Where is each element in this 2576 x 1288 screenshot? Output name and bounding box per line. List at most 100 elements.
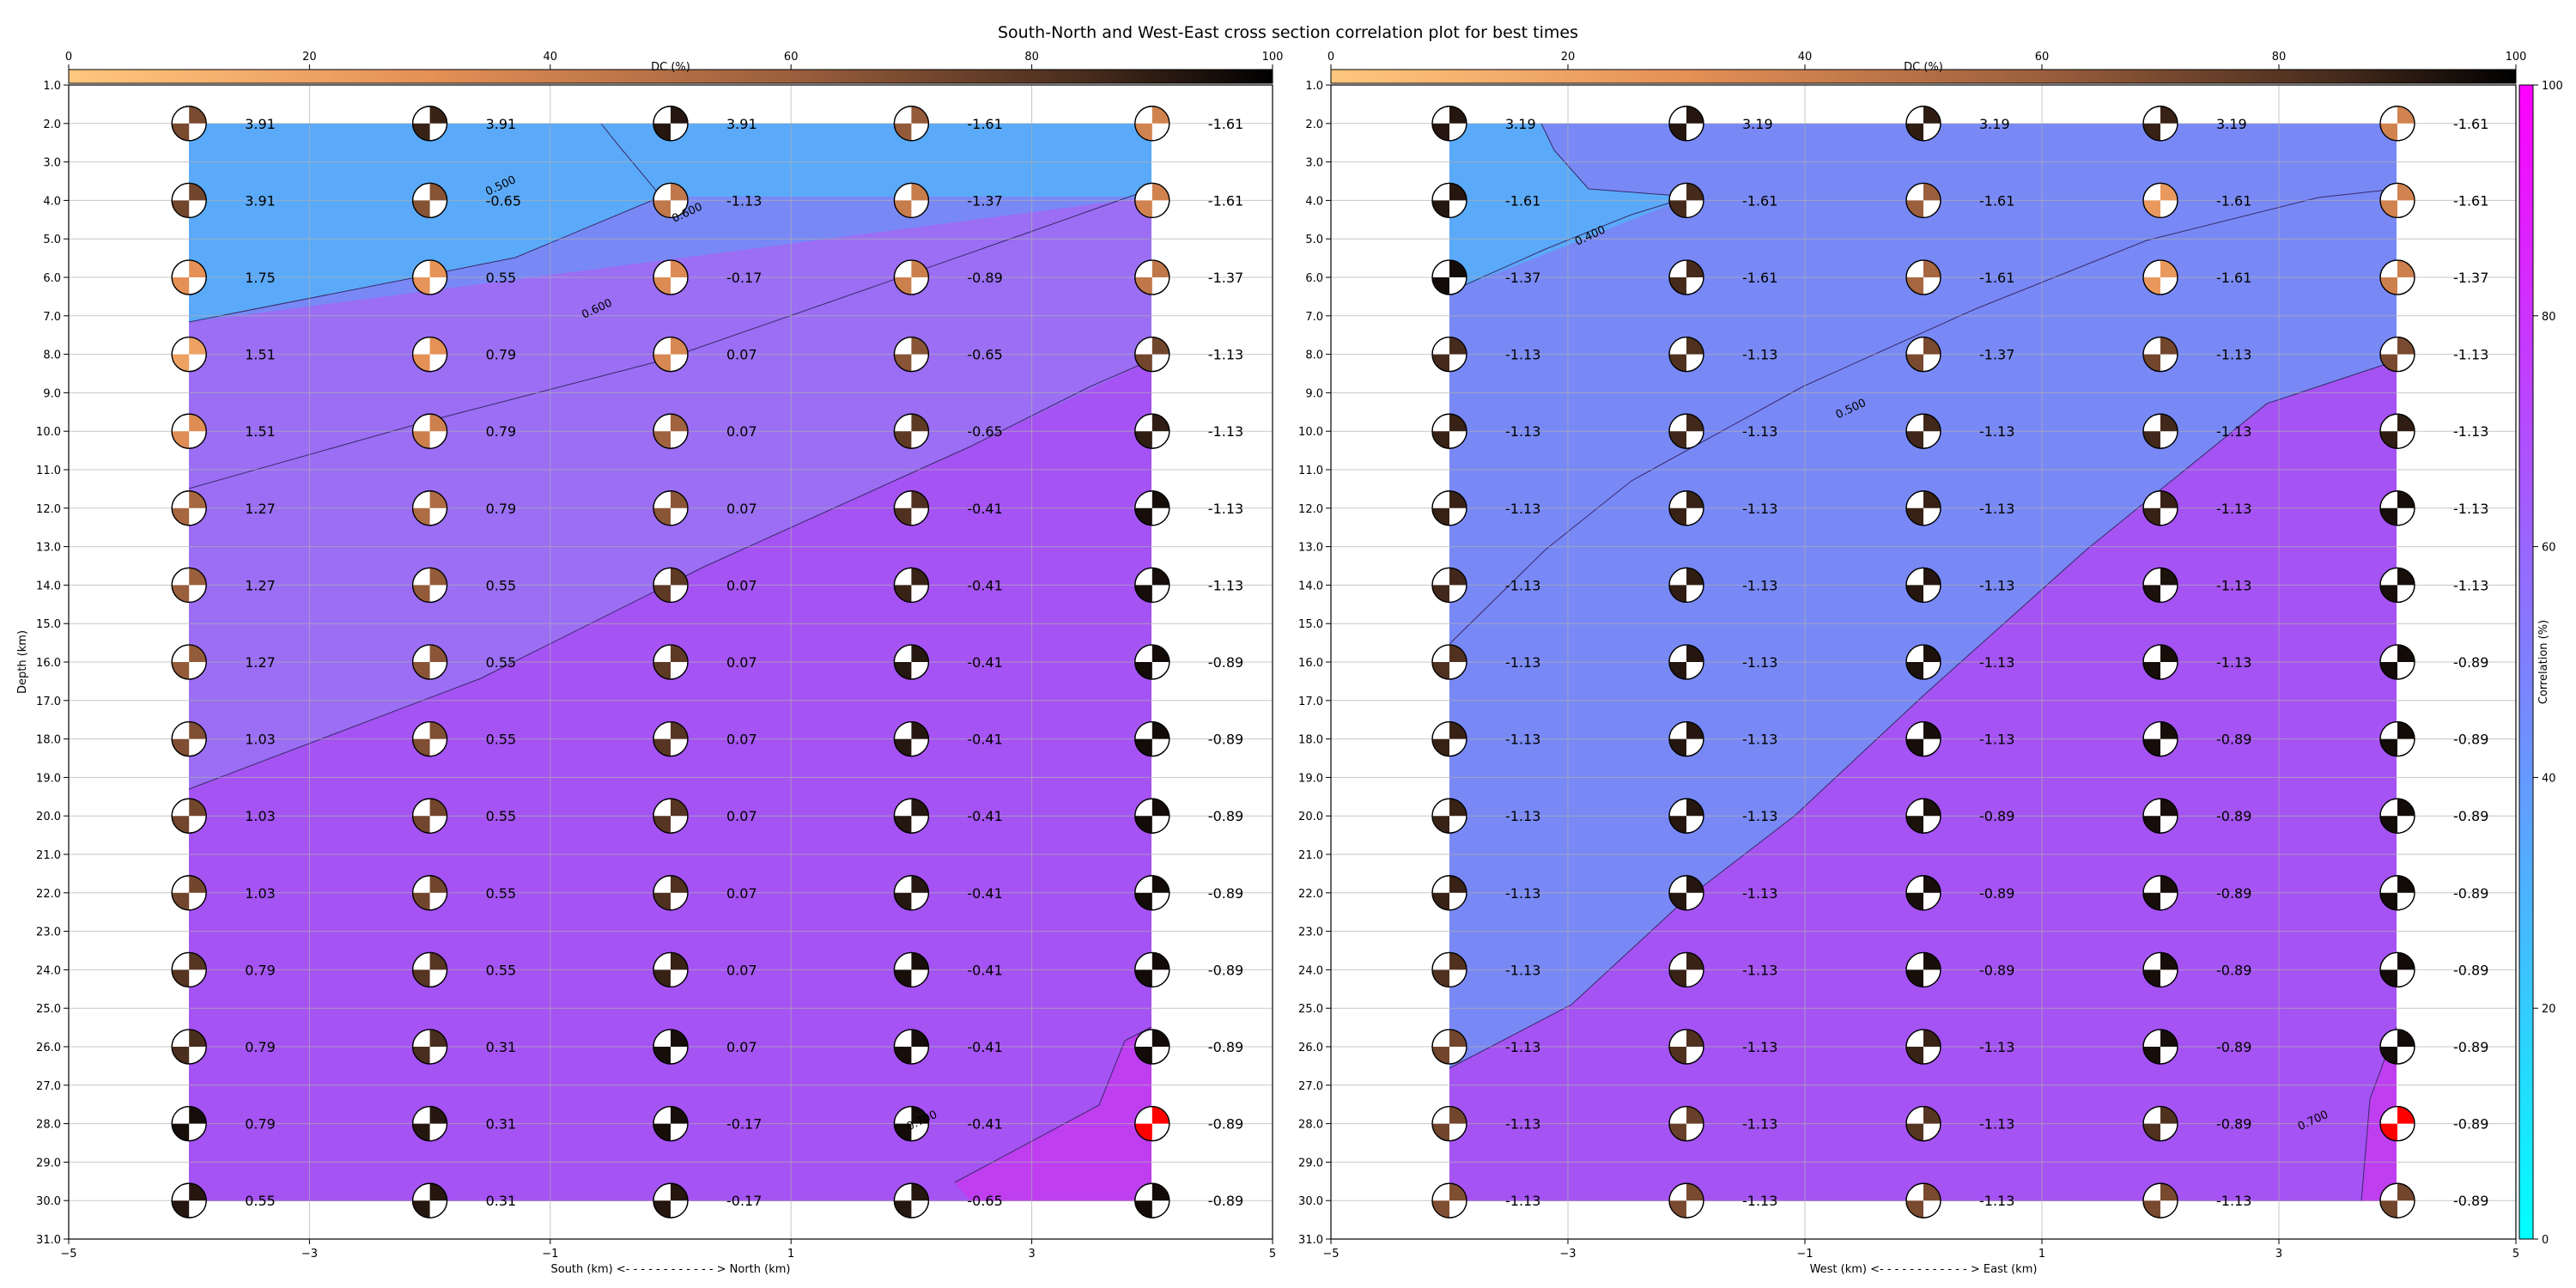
beachball-quadrant <box>1669 816 1686 834</box>
beachball-quadrant <box>911 721 929 739</box>
beachball-rim <box>1431 951 1467 988</box>
beachball-rim <box>1668 182 1704 219</box>
beachball-quadrant <box>429 645 447 662</box>
beachball-quadrant <box>412 354 430 372</box>
time-value-label: 1.75 <box>245 270 276 286</box>
beachball-quadrant <box>671 260 688 277</box>
beachball-rim <box>2379 413 2415 449</box>
beachball <box>1668 106 1704 142</box>
beachball-rim <box>2142 413 2178 449</box>
beachball-rim <box>1431 490 1467 526</box>
beachball-rim <box>653 720 689 757</box>
beachball-rim <box>171 259 207 295</box>
beachball-quadrant <box>172 738 190 756</box>
beachball-rim <box>2142 259 2178 295</box>
beachball <box>2379 567 2415 604</box>
beachball-quadrant <box>1151 490 1170 508</box>
beachball-quadrant <box>1923 799 1941 817</box>
beachball-rim <box>171 1182 207 1218</box>
correlation-colorbar-tick-label: 20 <box>2542 1003 2556 1016</box>
beachball <box>1668 567 1704 604</box>
time-value-label: 1.27 <box>245 501 276 517</box>
beachball <box>893 798 930 834</box>
time-value-label: -1.13 <box>2216 654 2251 671</box>
beachball-quadrant <box>412 892 430 910</box>
beachball-quadrant <box>429 952 447 970</box>
beachball <box>1431 259 1467 295</box>
time-value-label: -0.41 <box>967 654 1002 671</box>
time-value-label: 3.19 <box>1979 116 2010 132</box>
beachball-rim <box>2142 336 2178 373</box>
time-value-label: 0.07 <box>726 808 757 824</box>
time-value-label: -0.89 <box>2453 1116 2488 1133</box>
y-tick-label: 11.0 <box>1298 465 1323 477</box>
beachball-quadrant <box>1432 277 1449 295</box>
beachball <box>1905 1182 1941 1218</box>
beachball <box>653 182 689 219</box>
beachball-rim <box>411 1029 448 1065</box>
time-value-label: -0.89 <box>1208 1193 1243 1209</box>
beachball-quadrant <box>2143 1200 2160 1218</box>
beachball <box>1905 567 1941 604</box>
beachball-quadrant <box>2143 892 2160 910</box>
correlation-region-high <box>955 1027 1151 1201</box>
beachball <box>893 1105 930 1142</box>
beachball-rim <box>1668 1182 1704 1218</box>
beachball <box>171 798 207 834</box>
time-value-label: 1.03 <box>245 885 276 902</box>
beachball-quadrant <box>1432 1123 1449 1141</box>
beachball <box>653 106 689 142</box>
beachball-rim <box>1431 644 1467 680</box>
beachball-rim <box>171 182 207 219</box>
time-value-label: -0.89 <box>1208 732 1243 748</box>
beachball-quadrant <box>894 816 912 834</box>
beachball-quadrant <box>1923 1106 1941 1124</box>
beachball <box>653 567 689 604</box>
correlation-colorbar-ticks: 0 20 40 60 80 100 <box>2533 80 2563 1247</box>
beachball <box>893 951 930 988</box>
beachball-quadrant <box>1906 1200 1923 1218</box>
beachball <box>411 1105 448 1142</box>
beachball-quadrant <box>1686 645 1704 662</box>
beachball <box>171 1182 207 1218</box>
beachball <box>893 182 930 219</box>
beachball-rim <box>1431 106 1467 142</box>
beachball <box>1905 720 1941 757</box>
beachball-quadrant <box>671 106 688 124</box>
beachball-quadrant <box>671 645 688 662</box>
time-value-label: -1.13 <box>1505 962 1540 978</box>
beachball-quadrant <box>189 1183 207 1201</box>
dc-colorbar-tick-label: 60 <box>784 51 799 64</box>
beachball-quadrant <box>429 260 447 277</box>
beachball-rim <box>653 336 689 373</box>
beachball-quadrant <box>412 662 430 679</box>
time-value-label: -0.65 <box>967 347 1002 363</box>
y-tick-label: 8.0 <box>43 349 61 362</box>
beachball-quadrant <box>1134 507 1152 526</box>
beachball-quadrant <box>429 183 447 201</box>
beachball <box>2379 875 2415 911</box>
y-tick-label: 3.0 <box>43 157 61 170</box>
x-axis-label: South (km) <- - - - - - - - - - - - > No… <box>550 1263 790 1276</box>
beachball-quadrant <box>1669 354 1687 372</box>
beachball-quadrant <box>1151 183 1170 201</box>
beachball-quadrant <box>653 892 671 910</box>
beachball-quadrant <box>2397 1183 2415 1201</box>
beachball-rim <box>2142 490 2178 526</box>
south-north-panel: DC (%) 0 20 40 60 80 100 3.91 3.91 3.91 -1.61 -1 <box>16 51 1283 1276</box>
beachball <box>411 720 448 757</box>
beachball-quadrant <box>189 568 207 586</box>
beachball-quadrant <box>412 1047 430 1064</box>
time-value-label: -1.13 <box>726 192 762 209</box>
beachball-quadrant <box>1449 645 1467 662</box>
beachball <box>411 644 448 680</box>
beachball-rim <box>653 413 689 449</box>
beachball-quadrant <box>2160 799 2178 817</box>
beachball-quadrant <box>2397 183 2415 201</box>
beachball-quadrant <box>653 662 671 679</box>
time-value-label: -0.41 <box>967 962 1002 978</box>
beachball-quadrant <box>1432 585 1449 603</box>
time-labels: 3.91 3.91 3.91 -1.61 -1.61 3.91 -0.65 -1.13 -1.3… <box>245 116 1243 1209</box>
beachball <box>1905 490 1941 526</box>
beachball-rim <box>893 259 930 295</box>
